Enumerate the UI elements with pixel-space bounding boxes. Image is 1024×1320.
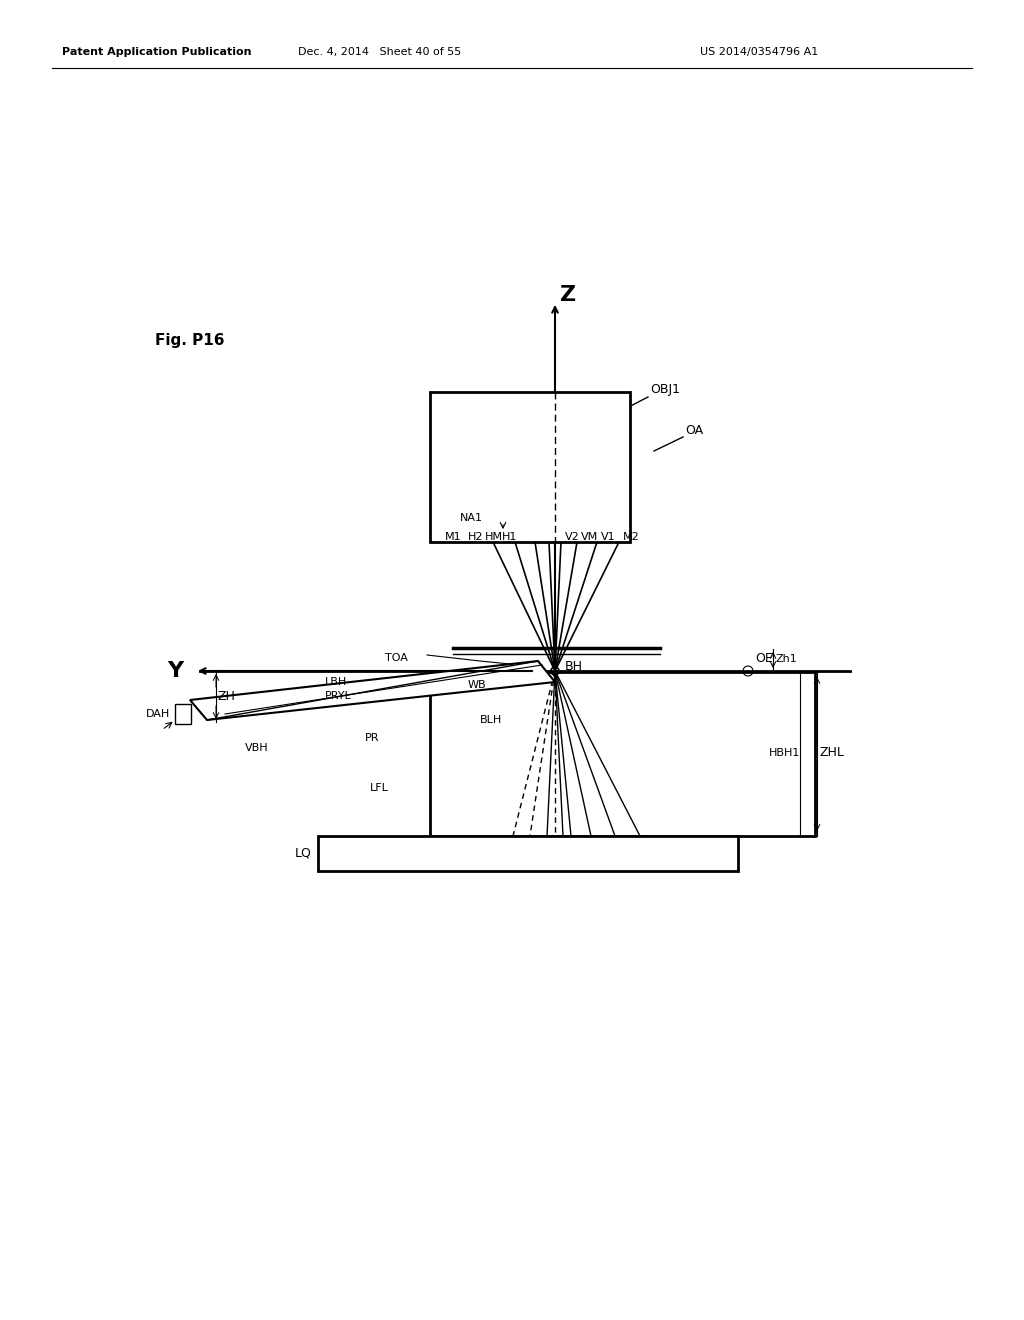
Text: US 2014/0354796 A1: US 2014/0354796 A1 [700, 48, 818, 57]
Text: ZH: ZH [218, 690, 236, 704]
Text: H1': H1' [574, 843, 591, 853]
Text: OBJ1: OBJ1 [650, 384, 680, 396]
Text: Y: Y [167, 661, 183, 681]
Text: NA1: NA1 [460, 513, 483, 523]
Text: PRYL: PRYL [325, 690, 352, 701]
Text: Zh1: Zh1 [775, 653, 797, 664]
Text: LFL: LFL [370, 783, 389, 793]
Text: V2': V2' [545, 843, 561, 853]
Text: VBH: VBH [245, 743, 268, 752]
Text: Dec. 4, 2014   Sheet 40 of 55: Dec. 4, 2014 Sheet 40 of 55 [298, 48, 462, 57]
Text: V1': V1' [511, 843, 528, 853]
Text: H1: H1 [502, 532, 517, 543]
Text: DAH: DAH [145, 709, 170, 719]
Text: M1: M1 [444, 532, 461, 543]
Text: M1': M1' [643, 843, 662, 853]
Text: VM: VM [581, 532, 598, 543]
Polygon shape [190, 661, 555, 719]
Text: ZHL: ZHL [820, 747, 845, 759]
Text: H2': H2' [618, 843, 635, 853]
Text: VM': VM' [526, 843, 545, 853]
Text: M2': M2' [493, 843, 511, 853]
Bar [430, 392, 630, 543]
Text: BLH: BLH [480, 715, 502, 725]
Bar [175, 704, 191, 723]
Text: HM: HM [485, 532, 503, 543]
Text: HM': HM' [594, 843, 613, 853]
Text: Z: Z [560, 285, 577, 305]
Text: V2: V2 [565, 532, 580, 543]
Bar [318, 836, 738, 871]
Text: BH: BH [565, 660, 583, 672]
Text: Patent Application Publication: Patent Application Publication [62, 48, 252, 57]
Text: LBH: LBH [325, 677, 347, 686]
Text: TOA: TOA [385, 653, 408, 663]
Text: V1: V1 [601, 532, 615, 543]
Text: WB: WB [468, 680, 486, 690]
Text: Fig. P16: Fig. P16 [155, 333, 224, 347]
Text: LQ: LQ [295, 846, 312, 859]
Text: OE: OE [755, 652, 773, 664]
Bar [430, 672, 815, 836]
Text: HBH1: HBH1 [769, 748, 800, 758]
Text: M2: M2 [623, 532, 640, 543]
Text: PR: PR [365, 733, 380, 743]
Text: OA: OA [685, 424, 703, 437]
Text: H2: H2 [468, 532, 483, 543]
